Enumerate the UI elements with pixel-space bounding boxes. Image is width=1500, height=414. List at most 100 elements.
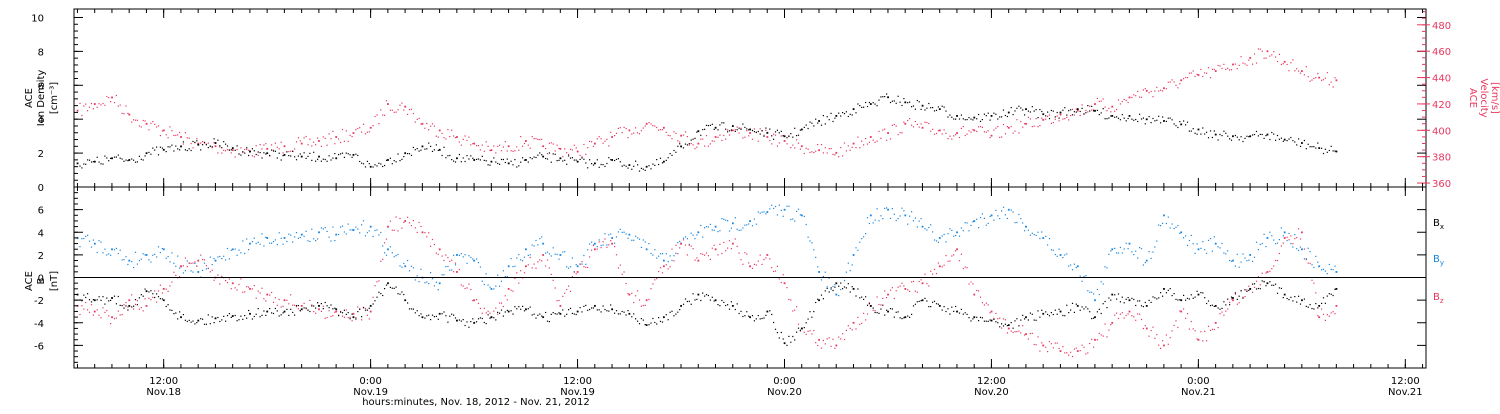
by-sample <box>1012 211 1014 213</box>
by-sample <box>748 223 750 225</box>
bx-point <box>1214 304 1217 307</box>
velocity-sample <box>1029 118 1031 120</box>
bz-sample <box>644 304 646 306</box>
bx-sample <box>481 317 483 320</box>
bz-sample <box>418 221 420 224</box>
bz-sample <box>1246 289 1248 291</box>
density-sample <box>1127 117 1129 120</box>
bz-sample <box>531 267 533 269</box>
bx-sample <box>562 309 564 311</box>
velocity-sample <box>949 135 951 137</box>
velocity-sample <box>393 111 395 113</box>
bz-sample <box>165 288 167 290</box>
bz-point <box>697 259 700 262</box>
bx-sample <box>175 312 177 314</box>
by-sample <box>493 288 495 290</box>
by-sample <box>161 247 163 250</box>
by-sample <box>882 218 884 220</box>
density-sample <box>659 157 662 159</box>
bx-sample <box>914 303 916 305</box>
density-sample <box>997 118 999 120</box>
density-sample <box>418 150 420 152</box>
density-point <box>1266 133 1269 136</box>
bx-sample <box>686 300 688 303</box>
bx-sample <box>529 306 531 308</box>
density-sample <box>774 131 777 133</box>
velocity-sample <box>799 148 801 150</box>
bx-sample <box>926 300 928 302</box>
bx-sample <box>799 329 801 331</box>
bz-sample <box>1179 310 1181 312</box>
velocity-sample <box>426 122 428 125</box>
by-sample <box>763 211 765 213</box>
by-sample <box>251 241 253 243</box>
bx-sample <box>899 317 901 319</box>
by-sample <box>857 249 859 251</box>
velocity-sample <box>1054 118 1056 120</box>
velocity-sample <box>1018 132 1020 134</box>
bz-sample <box>924 273 926 275</box>
density-sample <box>1288 138 1290 140</box>
density-sample <box>443 146 445 148</box>
by-sample <box>477 262 480 264</box>
bz-sample <box>721 252 723 255</box>
density-sample <box>1089 110 1091 112</box>
by-sample <box>914 217 916 219</box>
velocity-sample <box>326 144 328 146</box>
density-sample <box>464 160 466 163</box>
bx-sample <box>966 313 968 315</box>
velocity-sample <box>447 129 449 131</box>
bz-sample <box>1073 348 1075 350</box>
by-sample <box>399 265 401 267</box>
bx-sample <box>675 313 677 315</box>
density-sample <box>255 153 257 156</box>
by-sample <box>619 228 621 230</box>
velocity-sample <box>627 137 629 139</box>
by-sample <box>179 267 181 269</box>
velocity-sample <box>738 132 740 134</box>
by-sample <box>692 234 694 236</box>
velocity-sample <box>1073 114 1075 116</box>
density-sample <box>1322 152 1325 155</box>
density-sample <box>497 162 499 165</box>
velocity-sample <box>376 114 378 116</box>
bx-sample <box>579 307 581 309</box>
bz-sample <box>619 264 621 266</box>
density-sample <box>702 129 704 131</box>
density-point <box>1214 133 1217 136</box>
velocity-sample <box>1108 107 1110 109</box>
density-sample <box>294 156 296 158</box>
bz-sample <box>236 289 238 291</box>
by-sample <box>949 228 951 230</box>
density-sample <box>1209 130 1212 132</box>
bz-sample <box>1259 284 1261 286</box>
legend-bz: Bz <box>1433 292 1444 305</box>
velocity-tick-label: 360 <box>1432 179 1451 190</box>
density-sample <box>633 165 635 167</box>
velocity-sample <box>184 132 186 134</box>
velocity-sample <box>182 143 184 145</box>
by-sample <box>1081 280 1083 282</box>
by-sample <box>527 254 529 256</box>
bx-sample <box>656 323 658 325</box>
bz-sample <box>182 265 184 267</box>
by-point <box>973 220 976 222</box>
density-sample <box>1204 133 1206 135</box>
velocity-sample <box>1079 114 1081 117</box>
by-sample <box>727 220 729 222</box>
density-sample <box>1248 136 1250 138</box>
by-sample <box>96 251 98 254</box>
density-sample <box>1106 118 1108 120</box>
bx-point <box>456 319 458 322</box>
bx-sample <box>123 307 125 309</box>
velocity-tick-label: 460 <box>1432 47 1451 58</box>
bx-sample <box>159 298 161 300</box>
bx-sample <box>1137 300 1139 302</box>
bx-sample <box>1056 313 1058 315</box>
density-sample <box>1311 146 1313 148</box>
density-sample <box>144 155 146 157</box>
by-sample <box>953 235 955 237</box>
by-sample <box>433 285 435 287</box>
bx-sample <box>407 302 409 304</box>
density-sample <box>1298 138 1300 140</box>
